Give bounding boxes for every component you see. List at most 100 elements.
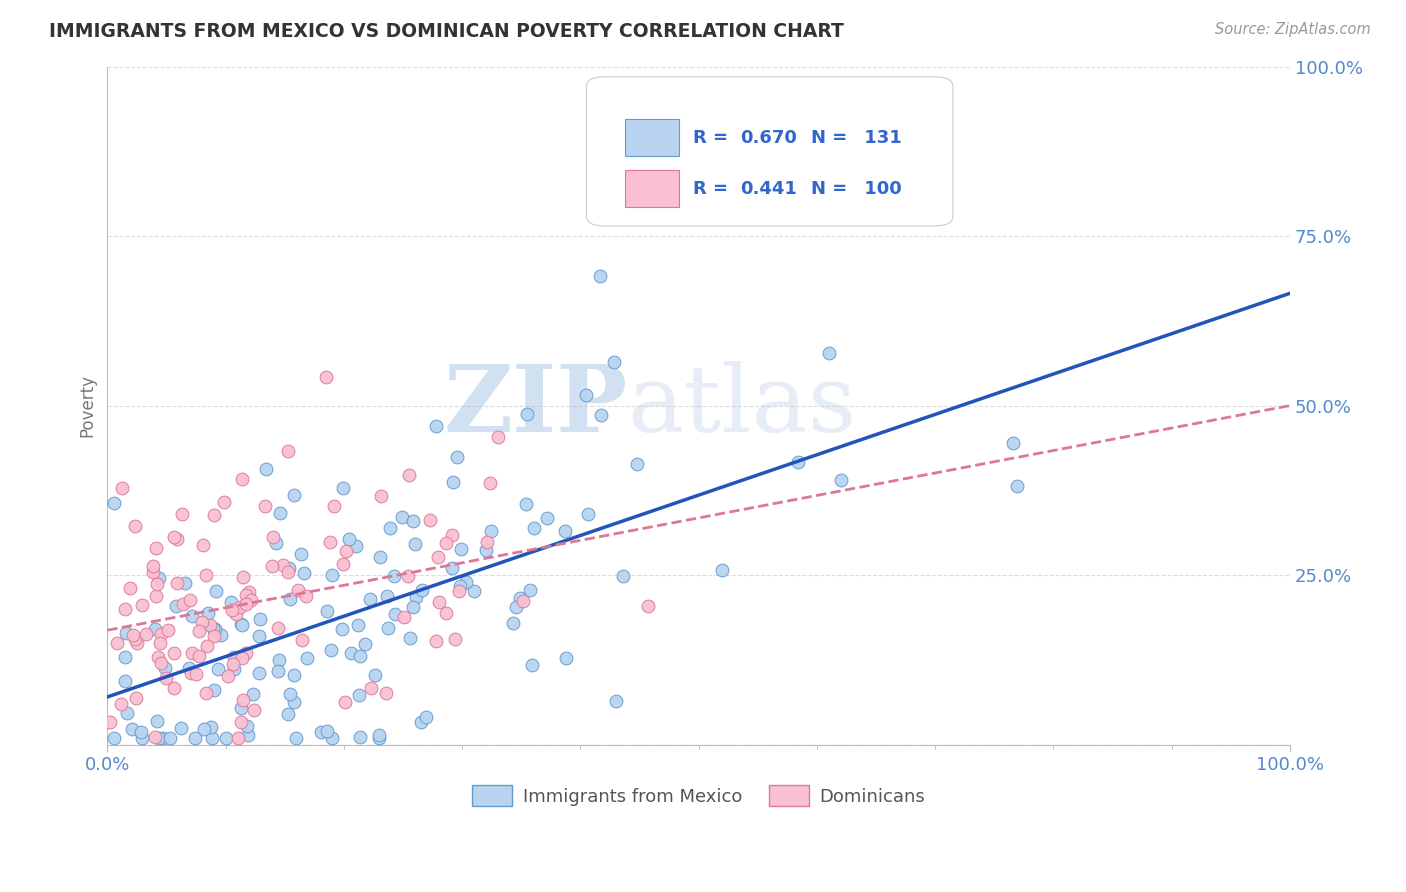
Point	[155, 671, 177, 685]
Point	[830, 473, 852, 487]
Point	[396, 569, 419, 583]
Point	[479, 475, 502, 490]
Point	[319, 534, 342, 549]
Point	[375, 686, 398, 700]
Point	[411, 582, 433, 597]
Point	[129, 725, 152, 739]
Point	[110, 697, 132, 711]
Point	[125, 636, 148, 650]
Point	[121, 722, 143, 736]
Point	[337, 532, 360, 546]
Point	[145, 541, 167, 555]
Point	[163, 646, 186, 660]
Text: N =: N =	[811, 128, 848, 147]
Point	[253, 499, 276, 513]
Point	[195, 639, 218, 653]
Point	[135, 626, 157, 640]
Point	[441, 475, 464, 490]
Point	[332, 481, 354, 495]
Point	[197, 606, 219, 620]
Point	[186, 667, 208, 681]
Point	[554, 651, 576, 665]
Point	[179, 661, 201, 675]
Point	[143, 622, 166, 636]
Point	[339, 646, 361, 660]
Point	[368, 549, 391, 564]
Point	[382, 569, 405, 583]
Point	[267, 621, 290, 635]
Point	[229, 600, 252, 615]
Point	[170, 507, 193, 521]
Point	[818, 345, 841, 359]
Point	[202, 621, 225, 635]
Point	[204, 622, 226, 636]
Point	[311, 724, 333, 739]
Point	[190, 615, 212, 630]
Point	[114, 602, 136, 616]
Point	[124, 519, 146, 533]
Point	[238, 728, 260, 742]
Point	[103, 496, 125, 510]
Point	[278, 688, 301, 702]
Point	[141, 558, 163, 573]
Text: R =: R =	[693, 128, 734, 147]
Point	[159, 731, 181, 745]
Point	[235, 597, 257, 611]
Point	[231, 472, 253, 486]
Point	[202, 629, 225, 643]
Legend: Immigrants from Mexico, Dominicans: Immigrants from Mexico, Dominicans	[465, 778, 932, 814]
Text: N =: N =	[811, 179, 848, 198]
Point	[105, 636, 128, 650]
Text: 0.441: 0.441	[740, 179, 797, 198]
Point	[235, 646, 257, 660]
Point	[170, 721, 193, 735]
Point	[152, 731, 174, 745]
Text: R =: R =	[693, 179, 734, 198]
Text: 0.670: 0.670	[740, 128, 797, 147]
Point	[114, 673, 136, 688]
Text: 100: 100	[858, 179, 903, 198]
FancyBboxPatch shape	[626, 170, 679, 207]
Point	[398, 468, 420, 483]
Point	[449, 579, 471, 593]
Point	[202, 683, 225, 698]
Point	[217, 669, 239, 683]
Point	[520, 658, 543, 673]
Point	[505, 600, 527, 615]
Point	[110, 481, 132, 495]
Point	[515, 497, 537, 511]
Point	[236, 719, 259, 733]
Point	[205, 584, 228, 599]
Point	[475, 535, 498, 549]
Point	[332, 557, 354, 571]
Point	[425, 418, 447, 433]
Point	[179, 592, 201, 607]
Point	[149, 627, 172, 641]
Point	[247, 629, 270, 643]
Point	[512, 594, 534, 608]
Point	[271, 558, 294, 572]
Point	[278, 561, 301, 575]
Point	[219, 595, 242, 609]
Point	[229, 714, 252, 729]
Point	[509, 591, 531, 606]
FancyBboxPatch shape	[626, 120, 679, 156]
Point	[380, 521, 402, 535]
Point	[172, 597, 194, 611]
Point	[193, 722, 215, 736]
Point	[114, 649, 136, 664]
Point	[181, 646, 204, 660]
Point	[222, 662, 245, 676]
Point	[447, 583, 470, 598]
Point	[444, 632, 467, 646]
Point	[269, 506, 291, 520]
Point	[187, 624, 209, 639]
Point	[243, 703, 266, 717]
Point	[180, 665, 202, 680]
Point	[156, 623, 179, 637]
Point	[419, 513, 441, 527]
Point	[142, 565, 165, 579]
Point	[576, 507, 599, 521]
Point	[402, 514, 425, 528]
Point	[195, 686, 218, 700]
